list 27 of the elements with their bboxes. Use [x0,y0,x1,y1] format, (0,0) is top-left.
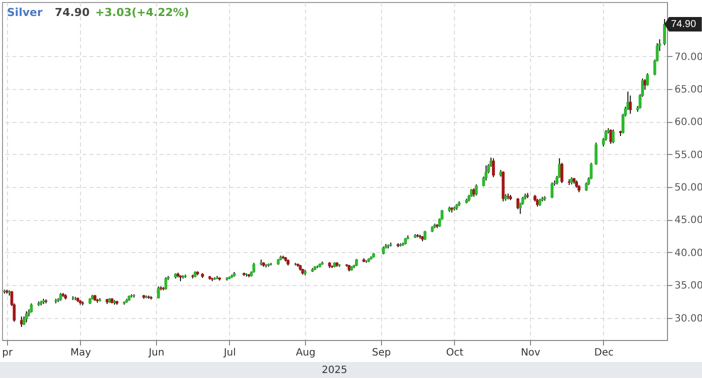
candlestick [550,182,554,199]
x-tick-label: Oct [446,348,464,358]
candlestick [628,94,632,114]
candlestick [612,128,615,144]
x-tick-label: pr [2,348,14,358]
x-tick-label: Aug [296,348,316,358]
candlestick [516,198,520,210]
x-tick-label: Jun [148,348,164,358]
candlestick [560,162,564,184]
candlestick [474,184,478,196]
text: 74.90 [671,19,696,30]
x-tick-label: Dec [594,348,614,358]
chart-title: Silver [7,6,44,19]
x-tick-label: Sep [372,348,391,358]
x-tick-label: Jul [222,348,236,358]
x-tick-label: May [70,348,92,358]
candlestick [663,18,666,46]
candlestick [30,302,33,314]
x-axis-title: 2025 [322,365,348,376]
x-tick-label: Nov [520,348,540,358]
chart-subtitle: 74.90 +3.03(+4.22%) [54,6,190,19]
candlestick [646,72,649,86]
candlestick [157,286,160,299]
candlestick [492,158,495,178]
candlestick [25,310,28,323]
candlestick [164,276,168,290]
candlestick [594,142,598,166]
